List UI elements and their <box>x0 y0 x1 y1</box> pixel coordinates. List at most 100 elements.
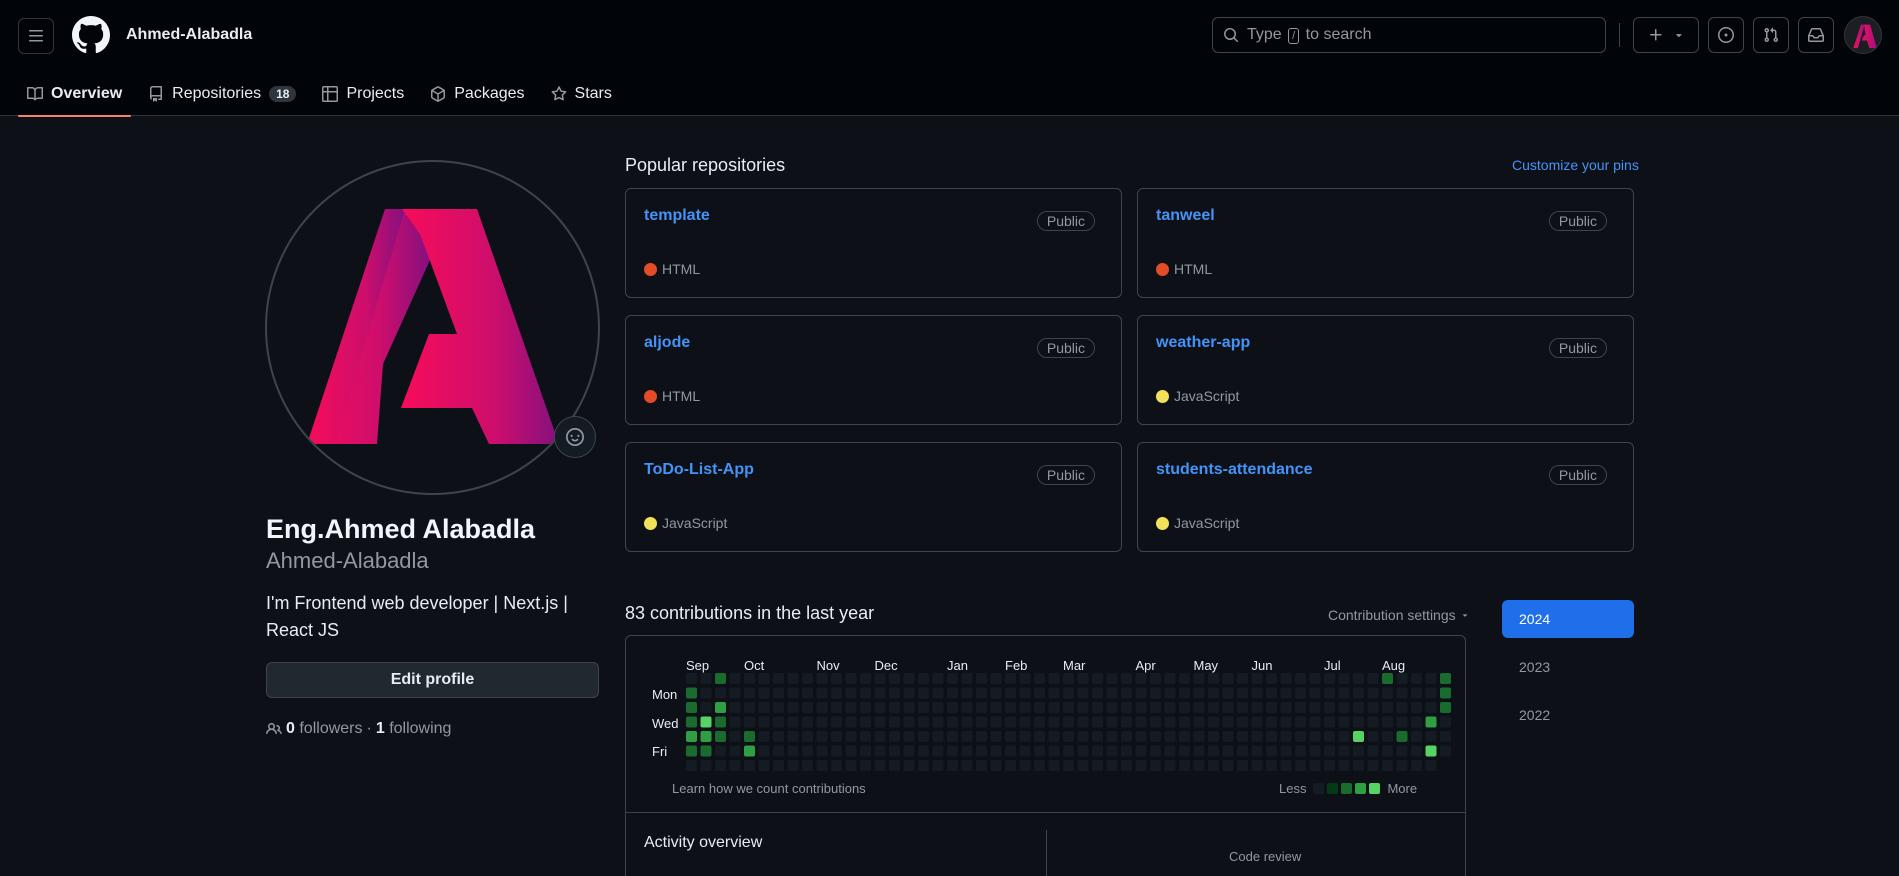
contribution-day-cell[interactable] <box>1324 702 1335 713</box>
contribution-day-cell[interactable] <box>1396 687 1408 699</box>
contribution-day-cell[interactable] <box>976 745 987 757</box>
contribution-day-cell[interactable] <box>802 760 813 771</box>
tab-packages[interactable]: Packages <box>421 72 533 116</box>
contribution-day-cell[interactable] <box>787 673 799 684</box>
contribution-day-cell[interactable] <box>816 731 828 742</box>
contribution-day-cell[interactable] <box>1048 716 1060 728</box>
contribution-day-cell[interactable] <box>1295 673 1306 684</box>
contribution-day-cell[interactable] <box>1411 731 1422 742</box>
contribution-day-cell[interactable] <box>1150 745 1161 757</box>
contribution-day-cell[interactable] <box>874 687 886 699</box>
contribution-day-cell[interactable] <box>1382 716 1393 728</box>
contribution-day-cell[interactable] <box>758 702 770 713</box>
contribution-day-cell[interactable] <box>1164 687 1176 699</box>
contribution-day-cell[interactable] <box>1048 745 1060 757</box>
contribution-day-cell[interactable] <box>1338 731 1350 742</box>
contribution-day-cell[interactable] <box>1048 731 1060 742</box>
contribution-day-cell[interactable] <box>889 687 900 699</box>
contribution-day-cell[interactable] <box>1208 702 1219 713</box>
contribution-day-cell[interactable] <box>1135 716 1147 728</box>
contribution-day-cell[interactable] <box>874 731 886 742</box>
contribution-day-cell[interactable] <box>918 687 929 699</box>
contribution-day-cell[interactable] <box>932 731 944 742</box>
contribution-day-cell[interactable] <box>1266 687 1277 699</box>
contribution-day-cell[interactable] <box>947 731 958 742</box>
contribution-day-cell[interactable] <box>773 702 784 713</box>
contribution-day-cell[interactable] <box>1367 673 1379 684</box>
contribution-day-cell[interactable] <box>990 760 1002 771</box>
contribution-day-cell[interactable] <box>961 687 973 699</box>
contribution-day-cell[interactable] <box>845 731 857 742</box>
contribution-day-cell[interactable] <box>1005 745 1016 757</box>
contribution-day-cell[interactable] <box>1251 760 1263 771</box>
contribution-day-cell[interactable] <box>1309 702 1321 713</box>
contribution-day-cell[interactable] <box>1324 731 1335 742</box>
contribution-day-cell[interactable] <box>1237 702 1248 713</box>
contribution-day-cell[interactable] <box>1251 716 1263 728</box>
contribution-day-cell[interactable] <box>1222 731 1234 742</box>
contribution-day-cell[interactable] <box>1034 760 1045 771</box>
tab-projects[interactable]: Projects <box>313 72 413 116</box>
contribution-day-cell[interactable] <box>1440 687 1451 699</box>
contribution-day-cell[interactable] <box>1193 745 1205 757</box>
contribution-day-cell[interactable] <box>1411 760 1422 771</box>
contribution-day-cell[interactable] <box>700 673 712 684</box>
contribution-day-cell[interactable] <box>845 687 857 699</box>
contribution-day-cell[interactable] <box>947 716 958 728</box>
contribution-day-cell[interactable] <box>874 760 886 771</box>
contribution-day-cell[interactable] <box>715 687 726 699</box>
contribution-day-cell[interactable] <box>1338 745 1350 757</box>
contribution-day-cell[interactable] <box>1425 716 1437 728</box>
contribution-day-cell[interactable] <box>758 673 770 684</box>
contribution-day-cell[interactable] <box>1106 760 1118 771</box>
contribution-day-cell[interactable] <box>744 716 755 728</box>
contribution-day-cell[interactable] <box>700 702 712 713</box>
contribution-day-cell[interactable] <box>1121 716 1132 728</box>
contribution-day-cell[interactable] <box>1179 702 1190 713</box>
contribution-day-cell[interactable] <box>1237 687 1248 699</box>
contribution-day-cell[interactable] <box>686 731 697 742</box>
contribution-day-cell[interactable] <box>1295 716 1306 728</box>
contribution-day-cell[interactable] <box>1367 760 1379 771</box>
contribution-day-cell[interactable] <box>1266 731 1277 742</box>
contribution-day-cell[interactable] <box>787 745 799 757</box>
contribution-day-cell[interactable] <box>1063 731 1074 742</box>
contribution-day-cell[interactable] <box>990 716 1002 728</box>
contribution-day-cell[interactable] <box>1266 745 1277 757</box>
contribution-day-cell[interactable] <box>1179 716 1190 728</box>
contribution-day-cell[interactable] <box>1280 702 1292 713</box>
contribution-day-cell[interactable] <box>1280 673 1292 684</box>
contribution-day-cell[interactable] <box>1251 673 1263 684</box>
contribution-day-cell[interactable] <box>874 673 886 684</box>
contribution-day-cell[interactable] <box>1048 673 1060 684</box>
contribution-day-cell[interactable] <box>1440 731 1451 742</box>
contribution-day-cell[interactable] <box>1425 687 1437 699</box>
contribution-day-cell[interactable] <box>1222 745 1234 757</box>
contribution-day-cell[interactable] <box>1208 673 1219 684</box>
contribution-day-cell[interactable] <box>889 702 900 713</box>
contribution-day-cell[interactable] <box>1208 731 1219 742</box>
contribution-day-cell[interactable] <box>1164 745 1176 757</box>
repo-name-link[interactable]: template <box>644 207 710 224</box>
user-avatar-menu[interactable] <box>1844 16 1882 54</box>
contribution-day-cell[interactable] <box>1063 687 1074 699</box>
contribution-day-cell[interactable] <box>1396 731 1408 742</box>
search-input[interactable]: Type / to search <box>1212 17 1606 53</box>
contribution-day-cell[interactable] <box>1092 745 1103 757</box>
contribution-day-cell[interactable] <box>1295 745 1306 757</box>
contribution-day-cell[interactable] <box>802 687 813 699</box>
contribution-day-cell[interactable] <box>1135 760 1147 771</box>
profile-avatar[interactable] <box>265 160 600 495</box>
contribution-day-cell[interactable] <box>845 702 857 713</box>
contribution-day-cell[interactable] <box>1135 673 1147 684</box>
contribution-day-cell[interactable] <box>1135 687 1147 699</box>
contribution-day-cell[interactable] <box>1251 687 1263 699</box>
contribution-day-cell[interactable] <box>1164 760 1176 771</box>
contribution-day-cell[interactable] <box>773 731 784 742</box>
contribution-day-cell[interactable] <box>816 702 828 713</box>
contribution-day-cell[interactable] <box>1309 760 1321 771</box>
contribution-day-cell[interactable] <box>903 745 915 757</box>
contribution-day-cell[interactable] <box>1106 745 1118 757</box>
contribution-day-cell[interactable] <box>1019 745 1031 757</box>
contribution-day-cell[interactable] <box>802 716 813 728</box>
